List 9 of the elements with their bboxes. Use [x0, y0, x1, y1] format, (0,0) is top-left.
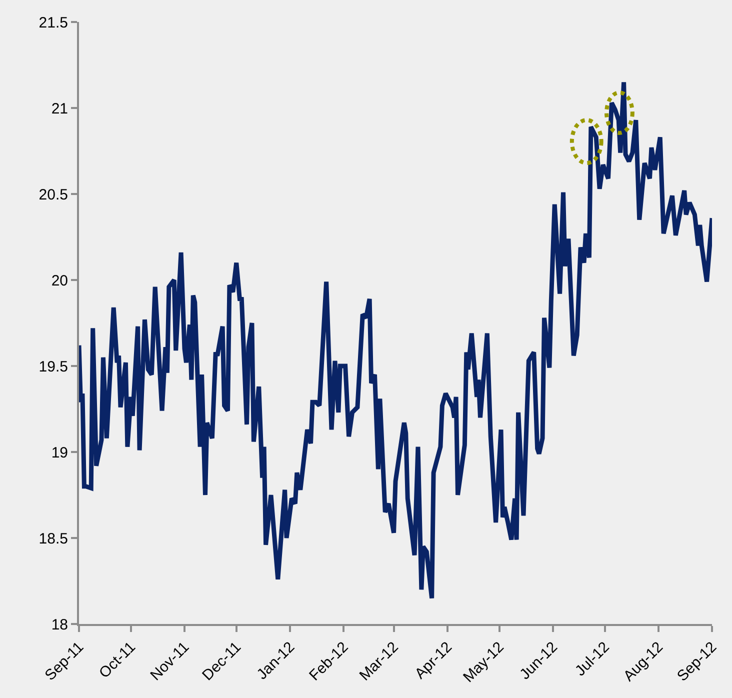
y-tick-label: 19	[51, 444, 68, 462]
y-tick-label: 18.5	[38, 530, 68, 548]
y-tick-label: 21	[51, 100, 68, 118]
y-tick-label: 18	[51, 616, 68, 634]
y-tick-label: 19.5	[38, 358, 68, 376]
y-tick-label: 20.5	[38, 186, 68, 204]
y-tick-label: 20	[51, 272, 68, 290]
line-series	[79, 80, 712, 600]
y-tick-label: 21.5	[38, 14, 68, 32]
